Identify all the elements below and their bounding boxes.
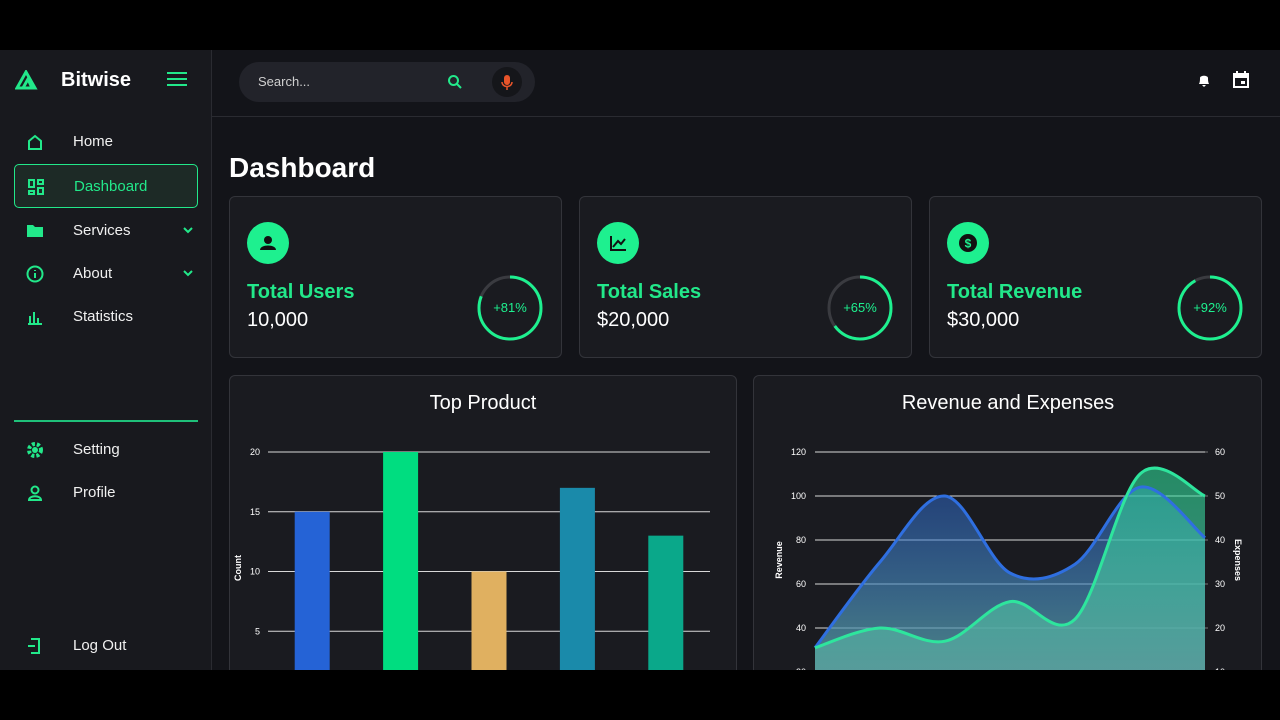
nav-logout[interactable]: Log Out (14, 624, 198, 668)
ring-label: +92% (1193, 300, 1227, 315)
y-tick-label: 10 (250, 567, 260, 577)
card-value: 10,000 (247, 309, 309, 331)
progress-ring: +65% (827, 275, 893, 341)
chart-panel: Revenue and Expenses Revenue Expenses 20 40 6… (753, 375, 1262, 670)
page-title: Dashboard (229, 152, 376, 183)
y2-tick-label: 60 (1215, 447, 1225, 457)
nav-services[interactable]: Services (14, 209, 198, 253)
card-title: Total Users (247, 281, 355, 303)
chart-title: Top Product (430, 392, 537, 414)
ring-arc (477, 275, 543, 341)
nav-profile[interactable]: Profile (14, 471, 198, 515)
ring-label: +65% (843, 300, 877, 315)
nav-label: Setting (73, 441, 120, 458)
ring-arc (1177, 275, 1243, 341)
ring-arc (827, 275, 893, 341)
progress-ring: +92% (1177, 275, 1243, 341)
line (813, 485, 1206, 649)
y-tick-label: 80 (796, 535, 806, 545)
nav-label: Dashboard (74, 178, 148, 195)
separator (14, 420, 198, 422)
area (815, 468, 1205, 670)
nav-home[interactable]: Home (14, 120, 198, 164)
card-value: $30,000 (947, 309, 1020, 331)
stat-card: $ Total Revenue $30,000 +92% (929, 196, 1262, 358)
y-tick-label: 120 (791, 447, 806, 457)
y2-axis-label: Expenses (1233, 539, 1243, 581)
logo (15, 70, 38, 90)
chart-title: Revenue and Expenses (902, 392, 1114, 414)
nav-label: Statistics (73, 308, 134, 325)
bar (383, 452, 419, 670)
nav-setting[interactable]: Setting (14, 428, 198, 472)
chart: Revenue and Expenses Revenue Expenses 20 40 6… (774, 392, 1243, 670)
topbar: Search... (212, 50, 1280, 117)
y2-tick-label: 50 (1215, 491, 1225, 501)
calendar-icon[interactable] (1233, 71, 1249, 88)
card-icon (597, 222, 639, 264)
search-placeholder: Search... (258, 74, 311, 89)
y-tick-label: 15 (250, 507, 260, 517)
ring-label: +81% (493, 300, 527, 315)
sidebar: Bitwise Home Dashboard Services About St… (0, 50, 212, 670)
y-tick-label: 5 (255, 626, 260, 636)
card-title: Total Revenue (947, 281, 1083, 303)
bar (471, 571, 507, 670)
y-tick-label: 40 (796, 623, 806, 633)
progress-ring: +81% (477, 275, 543, 341)
y-tick-label: 20 (796, 667, 806, 670)
y-axis-label: Count (233, 555, 243, 581)
chart-panel: Top Product Count 5 10 15 20 (229, 375, 737, 670)
stat-card: Total Sales $20,000 +65% (579, 196, 912, 358)
nav-label: About (73, 265, 113, 282)
y-tick-label: 60 (796, 579, 806, 589)
y2-tick-label: 30 (1215, 579, 1225, 589)
nav-label: Home (73, 133, 114, 150)
nav-about[interactable]: About (14, 252, 198, 296)
mic-button[interactable] (492, 67, 522, 97)
y-tick-label: 100 (791, 491, 806, 501)
card-value: $20,000 (597, 309, 670, 331)
nav-dashboard[interactable]: Dashboard (14, 164, 198, 208)
bar (559, 487, 595, 670)
card-title: Total Sales (597, 281, 702, 303)
search-icon[interactable] (447, 74, 463, 90)
card-icon (247, 222, 289, 264)
app: Bitwise Home Dashboard Services About St… (0, 50, 1280, 670)
menu-button[interactable] (166, 71, 188, 87)
y-tick-label: 20 (250, 447, 260, 457)
brand: Bitwise (61, 69, 132, 91)
bar (294, 511, 330, 670)
notification-icon[interactable] (1196, 72, 1212, 88)
search-box[interactable]: Search... (239, 62, 535, 102)
nav-label: Log Out (73, 637, 127, 654)
line (814, 466, 1206, 650)
nav-label: Profile (73, 484, 116, 501)
y-axis-label: Revenue (774, 541, 784, 579)
y2-tick-label: 10 (1215, 667, 1225, 670)
nav-label: Services (73, 222, 131, 239)
card-icon: $ (947, 222, 989, 264)
svg-text:$: $ (965, 237, 972, 251)
y2-tick-label: 20 (1215, 623, 1225, 633)
chart: Top Product Count 5 10 15 20 (233, 392, 710, 670)
bar (648, 535, 684, 670)
stat-card: Total Users 10,000 +81% (229, 196, 562, 358)
y2-tick-label: 40 (1215, 535, 1225, 545)
nav-statistics[interactable]: Statistics (14, 295, 198, 339)
